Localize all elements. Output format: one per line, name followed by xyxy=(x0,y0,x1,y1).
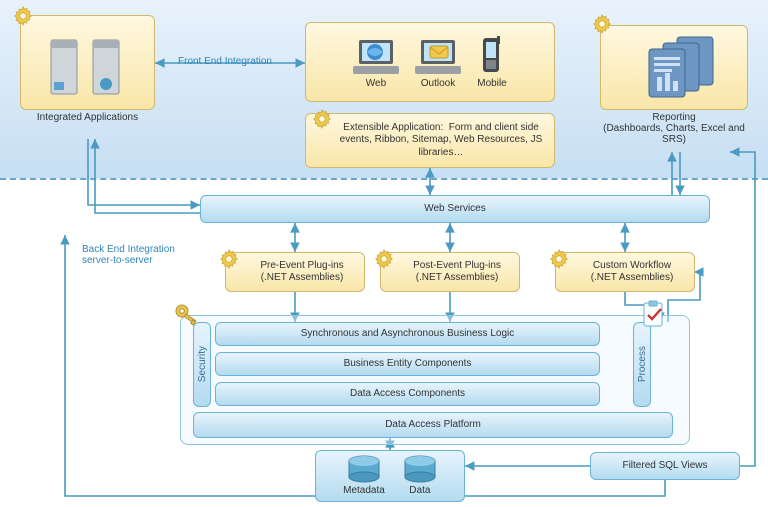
gear-icon xyxy=(12,5,34,27)
custom-workflow-box: Custom Workflow(.NET Assemblies) xyxy=(555,252,695,292)
gear-icon xyxy=(591,13,613,35)
process-bar: Process xyxy=(633,322,651,407)
pre-plugins-box: Pre-Event Plug-ins(.NET Assemblies) xyxy=(225,252,365,292)
client-web-label: Web xyxy=(366,78,386,91)
key-icon xyxy=(173,302,201,330)
clients-box: Web Outlook Mobile xyxy=(305,22,555,102)
reporting-box xyxy=(600,25,748,110)
integrated-apps-box xyxy=(20,15,155,110)
cylinder-metadata-icon xyxy=(347,455,381,485)
integrated-apps-label: Integrated Applications xyxy=(20,112,155,123)
post-plugins-box: Post-Event Plug-ins(.NET Assemblies) xyxy=(380,252,520,292)
gear-icon xyxy=(373,248,395,270)
extensible-box: Extensible Application: Form and client … xyxy=(305,113,555,168)
data-access-comp-box: Data Access Components xyxy=(215,382,600,406)
back-end-label: Back End Integration server-to-server xyxy=(82,244,197,266)
biz-entity-box: Business Entity Components xyxy=(215,352,600,376)
biz-logic-box: Synchronous and Asynchronous Business Lo… xyxy=(215,322,600,346)
gear-icon xyxy=(548,248,570,270)
filtered-sql-views-box: Filtered SQL Views xyxy=(590,452,740,480)
reports-icon xyxy=(619,33,729,103)
data-access-plat-box: Data Access Platform xyxy=(193,412,673,438)
client-mobile-label: Mobile xyxy=(477,78,506,91)
reporting-label: Reporting (Dashboards, Charts, Excel and… xyxy=(600,112,748,145)
arrow-fsv-rep xyxy=(730,152,755,466)
db-box: Metadata Data xyxy=(315,450,465,502)
clipboard-check-icon xyxy=(640,300,670,330)
gear-icon xyxy=(311,108,333,130)
front-end-label: Front End Integration xyxy=(178,56,272,67)
laptop-web-icon xyxy=(353,36,399,78)
mobile-icon xyxy=(477,36,507,78)
laptop-outlook-icon xyxy=(415,36,461,78)
server-icon xyxy=(33,27,143,105)
gear-icon xyxy=(218,248,240,270)
security-bar: Security xyxy=(193,322,211,407)
cylinder-data-icon xyxy=(403,455,437,485)
web-services-box: Web Services xyxy=(200,195,710,223)
client-outlook-label: Outlook xyxy=(421,78,455,91)
